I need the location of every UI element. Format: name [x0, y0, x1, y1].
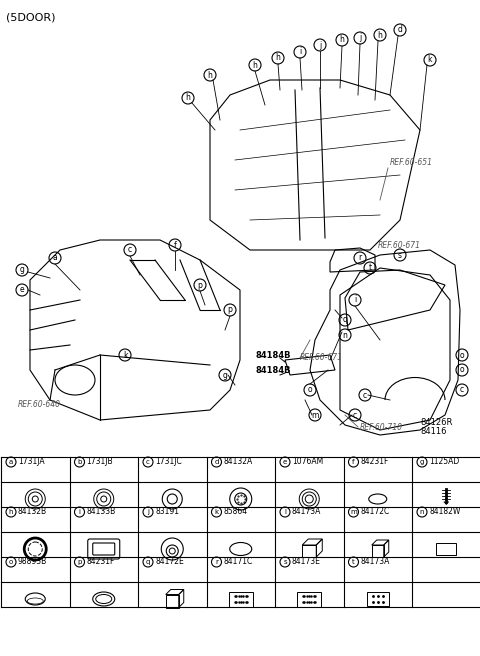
Text: 1731JC: 1731JC: [155, 457, 182, 466]
Text: p: p: [198, 281, 203, 289]
Text: 84231F: 84231F: [360, 457, 389, 466]
Text: (5DOOR): (5DOOR): [6, 12, 56, 22]
Text: REF.60-671: REF.60-671: [378, 241, 421, 250]
Text: 1731JA: 1731JA: [18, 457, 45, 466]
Text: p: p: [77, 559, 82, 565]
Text: q: q: [343, 316, 348, 325]
Text: c: c: [363, 390, 367, 400]
Text: r: r: [215, 559, 218, 565]
Text: i: i: [299, 47, 301, 56]
Text: f: f: [352, 459, 355, 465]
Text: l: l: [284, 509, 286, 515]
Text: h: h: [378, 30, 383, 39]
Text: j: j: [319, 41, 321, 49]
Text: 84172E: 84172E: [155, 558, 184, 567]
Text: i: i: [79, 509, 81, 515]
Text: g: g: [20, 266, 24, 274]
Text: 98893B: 98893B: [18, 558, 47, 567]
Text: h: h: [207, 70, 213, 79]
Text: 84116: 84116: [420, 427, 446, 436]
Text: n: n: [343, 331, 348, 340]
Text: t: t: [369, 264, 372, 272]
Text: r: r: [359, 253, 361, 262]
Text: c: c: [128, 245, 132, 255]
Text: 1125AD: 1125AD: [429, 457, 459, 466]
Text: m: m: [350, 509, 357, 515]
Text: 84172C: 84172C: [360, 508, 390, 516]
Text: s: s: [283, 559, 287, 565]
Text: 84182W: 84182W: [429, 508, 460, 516]
Text: 83191: 83191: [155, 508, 179, 516]
Text: 1076AM: 1076AM: [292, 457, 323, 466]
Text: c: c: [460, 386, 464, 394]
Text: n: n: [420, 509, 424, 515]
Text: h: h: [186, 94, 191, 102]
Text: d: d: [214, 459, 219, 465]
Text: REF.60-710: REF.60-710: [360, 423, 403, 432]
Text: p: p: [228, 306, 232, 314]
Text: o: o: [9, 559, 13, 565]
Text: 84126R: 84126R: [420, 418, 452, 427]
Text: o: o: [308, 386, 312, 394]
Text: g: g: [420, 459, 424, 465]
Text: k: k: [123, 350, 127, 359]
Text: s: s: [398, 251, 402, 260]
Text: 84132A: 84132A: [224, 457, 253, 466]
Text: b: b: [77, 459, 82, 465]
Text: 84132B: 84132B: [18, 508, 47, 516]
Text: o: o: [460, 365, 464, 375]
Text: d: d: [397, 26, 402, 35]
Text: g: g: [223, 371, 228, 380]
Text: a: a: [9, 459, 13, 465]
Text: 84173E: 84173E: [292, 558, 321, 567]
Text: m: m: [312, 411, 319, 419]
Text: h: h: [252, 60, 257, 70]
Text: a: a: [53, 253, 58, 262]
Text: REF.60-651: REF.60-651: [390, 158, 433, 167]
Text: 84173A: 84173A: [360, 558, 390, 567]
Text: REF.60-640: REF.60-640: [18, 400, 61, 409]
Text: k: k: [215, 509, 218, 515]
Text: 1731JB: 1731JB: [86, 457, 113, 466]
Text: 84231F: 84231F: [86, 558, 115, 567]
Text: h: h: [276, 54, 280, 62]
Text: i: i: [354, 295, 356, 304]
Text: k: k: [428, 56, 432, 64]
Text: h: h: [339, 35, 345, 45]
Text: o: o: [460, 350, 464, 359]
Text: j: j: [359, 33, 361, 43]
Text: e: e: [283, 459, 287, 465]
Text: e: e: [20, 285, 24, 295]
Text: j: j: [147, 509, 149, 515]
Text: c: c: [146, 459, 150, 465]
Text: 84173A: 84173A: [292, 508, 322, 516]
Text: 84184B: 84184B: [255, 351, 290, 360]
Text: 84171C: 84171C: [224, 558, 253, 567]
Text: 85864: 85864: [224, 508, 248, 516]
Text: c: c: [353, 411, 357, 419]
Text: q: q: [146, 559, 150, 565]
Text: 84184B: 84184B: [255, 366, 290, 375]
Text: h: h: [9, 509, 13, 515]
Text: REF.60-671: REF.60-671: [300, 353, 343, 362]
Text: t: t: [352, 559, 355, 565]
Text: 84133B: 84133B: [86, 508, 116, 516]
Text: f: f: [174, 241, 176, 249]
